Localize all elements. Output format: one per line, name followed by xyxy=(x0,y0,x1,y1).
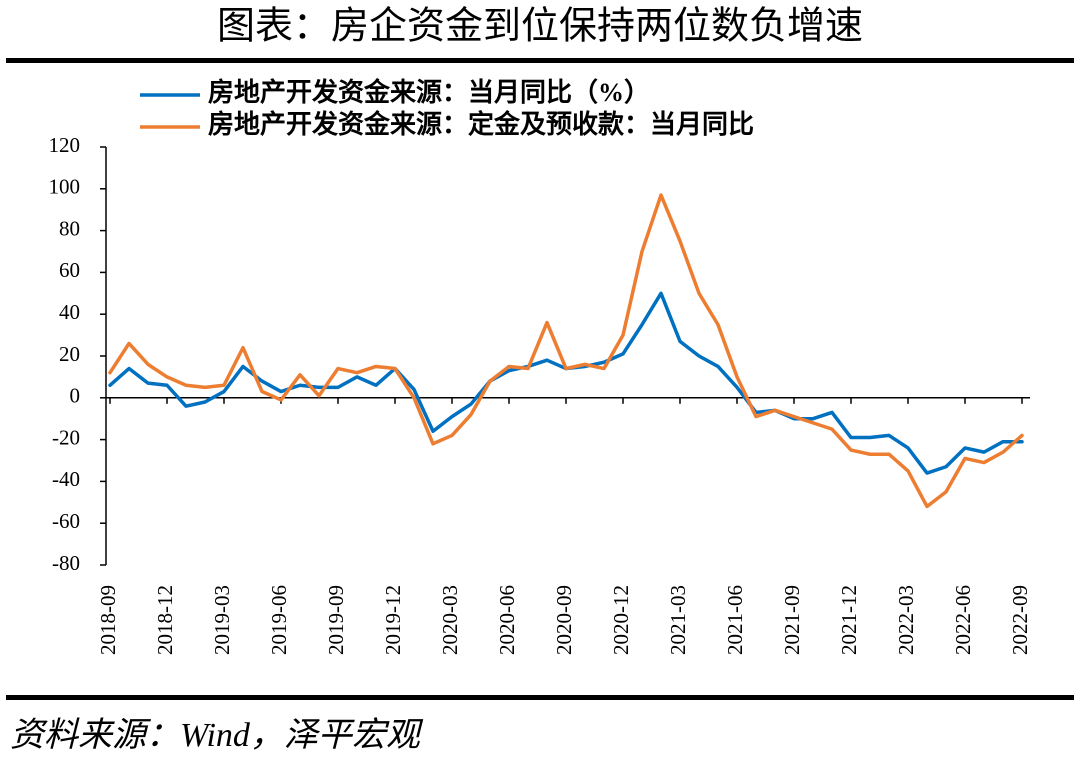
y-tick-label: 20 xyxy=(59,342,80,366)
chart-title: 图表：房企资金到位保持两位数负增速 xyxy=(217,6,863,48)
x-tick-label: 2019-09 xyxy=(324,585,348,655)
x-tick-label: 2021-03 xyxy=(666,585,690,655)
y-tick-label: 80 xyxy=(59,216,80,240)
x-tick-label: 2019-06 xyxy=(267,585,291,655)
x-tick-label: 2020-12 xyxy=(609,585,633,655)
x-tick-label: 2018-12 xyxy=(153,585,177,655)
x-tick-label: 2022-09 xyxy=(1008,585,1032,655)
x-tick-label: 2020-09 xyxy=(552,585,576,655)
y-tick-label: -40 xyxy=(52,467,80,491)
x-tick-label: 2019-12 xyxy=(381,585,405,655)
x-tick-label: 2022-03 xyxy=(894,585,918,655)
x-tick-label: 2021-09 xyxy=(780,585,804,655)
y-tick-label: -80 xyxy=(52,551,80,575)
y-tick-label: -60 xyxy=(52,509,80,533)
x-tick-label: 2018-09 xyxy=(96,585,120,655)
y-tick-label: 0 xyxy=(70,384,81,408)
y-tick-label: 40 xyxy=(59,300,80,324)
series-line xyxy=(108,193,1024,509)
top-rule xyxy=(6,58,1074,63)
x-tick-label: 2022-06 xyxy=(951,585,975,655)
source: 资料来源：Wind，泽平宏观 xyxy=(10,717,424,754)
x-tick-label: 2021-06 xyxy=(723,585,747,655)
legend-label: 房地产开发资金来源：当月同比（%） xyxy=(208,77,650,107)
legend-label: 房地产开发资金来源：定金及预收款：当月同比 xyxy=(208,109,754,139)
x-tick-label: 2019-03 xyxy=(210,585,234,655)
y-tick-label: 120 xyxy=(49,133,81,157)
bottom-rule xyxy=(6,695,1074,700)
x-tick-label: 2020-03 xyxy=(438,585,462,655)
series-line xyxy=(108,291,1024,475)
x-tick-label: 2020-06 xyxy=(495,585,519,655)
x-tick-label: 2021-12 xyxy=(837,585,861,655)
y-tick-label: -20 xyxy=(52,425,80,449)
y-tick-label: 60 xyxy=(59,258,80,282)
y-tick-label: 100 xyxy=(49,175,81,199)
